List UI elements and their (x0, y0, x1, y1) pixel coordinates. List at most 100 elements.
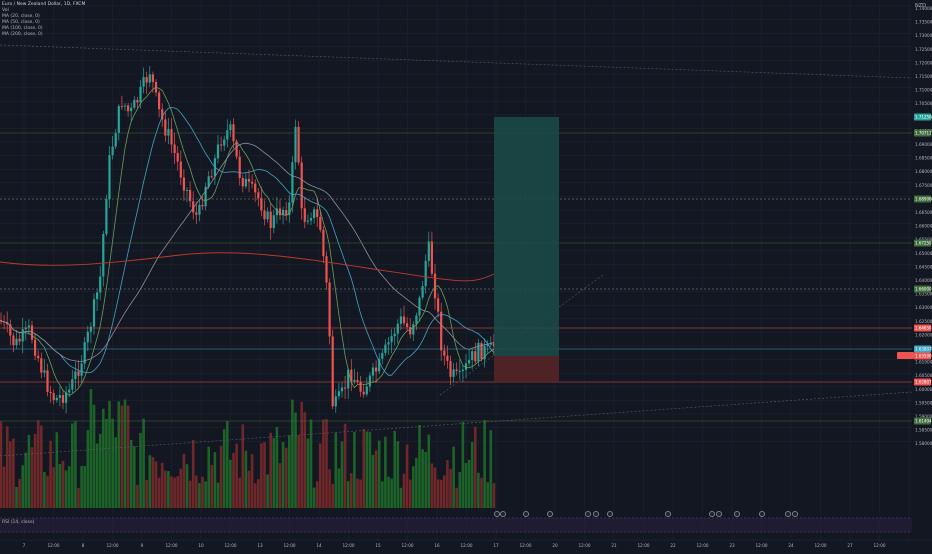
volume-bar (489, 430, 493, 508)
candle-body (468, 359, 471, 364)
candle-body (216, 144, 220, 159)
candle-body (427, 241, 430, 261)
ma200-indicator-label[interactable]: MA (200, close, 0) (2, 32, 43, 37)
time-axis-label: 12:00 (283, 543, 295, 548)
candle-body (254, 183, 257, 193)
volume-bar (452, 446, 455, 508)
volume-bar (467, 459, 471, 508)
volume-bar (331, 483, 334, 508)
price-badge (914, 345, 931, 353)
time-axis-label: 12:00 (342, 543, 354, 548)
volume-bar (9, 441, 12, 508)
ma50-line (0, 107, 495, 376)
volume-bar (303, 412, 307, 508)
volume-bar (24, 452, 28, 508)
candle-body (65, 392, 68, 403)
candle-body (61, 395, 65, 403)
symbol-title[interactable]: Euro / New Zealand Dollar, 1D, FXCM (2, 2, 86, 7)
candle-body (117, 106, 120, 133)
economic-event-icon (494, 511, 500, 517)
candle-body (201, 204, 204, 207)
volume-bar (350, 473, 353, 508)
candle-body (402, 316, 406, 324)
candle-body (192, 201, 195, 213)
time-axis-label: 12:00 (47, 543, 59, 548)
volume-bar (173, 477, 176, 508)
volume-bar (83, 465, 86, 508)
time-axis-label: 22 (670, 543, 676, 548)
time-axis-label: 12:00 (873, 543, 885, 548)
candle-body (393, 333, 396, 337)
trendline-upper (0, 44, 913, 79)
candle-body (244, 178, 247, 187)
candle-body (303, 208, 306, 222)
ma100-indicator-label[interactable]: MA (100, close, 0) (2, 26, 43, 31)
volume-bar (449, 469, 452, 508)
volume-bar (142, 418, 145, 508)
volume-bar (226, 421, 229, 508)
volume-bar (272, 438, 276, 508)
volume-bar (64, 470, 68, 508)
volume-indicator-label[interactable]: Vol (2, 8, 9, 13)
candle-body (142, 77, 145, 87)
candle-body (278, 208, 282, 216)
candle-body (477, 342, 480, 362)
chart-legend: Euro / New Zealand Dollar, 1D, FXCM Vol … (2, 2, 85, 38)
candle-body (291, 162, 294, 203)
economic-event-icon (709, 511, 715, 517)
candle-body (362, 391, 365, 395)
candle-body (15, 338, 18, 346)
time-axis-label: 20 (552, 543, 558, 548)
volume-bar (157, 477, 161, 508)
time-axis-label: 12:00 (165, 543, 177, 548)
candle-body (151, 74, 154, 82)
volume-bar (278, 463, 282, 508)
ma50-indicator-label[interactable]: MA (50, close, 0) (2, 20, 40, 25)
candle-body (89, 326, 92, 332)
time-axis-label: 15 (375, 543, 381, 548)
candle-body (251, 181, 254, 184)
volume-bar (67, 466, 71, 508)
candle-body (489, 343, 492, 345)
volume-bar (129, 439, 133, 508)
volume-bar (253, 483, 257, 508)
candle-body (86, 331, 89, 343)
volume-bar (210, 465, 214, 508)
rsi-indicator-label[interactable]: RSI (14, close) (2, 520, 35, 525)
volume-bar (483, 419, 486, 508)
price-axis-tick: 1.59000 (915, 414, 932, 419)
candle-body (6, 322, 9, 325)
volume-bar (405, 444, 409, 508)
volume-bar (346, 481, 350, 508)
candle-body (68, 389, 71, 393)
candle-body (257, 192, 260, 199)
candle-body (30, 325, 34, 340)
candle-body (198, 204, 201, 215)
volume-bar (393, 430, 396, 508)
volume-bar (433, 467, 437, 508)
price-badge-label: 1.66000 (915, 287, 932, 292)
volume-bar (95, 443, 99, 508)
price-axis-tick: 1.67500 (915, 183, 932, 188)
economic-event-icon (716, 511, 722, 517)
volume-bar (436, 479, 440, 508)
candle-body (120, 106, 123, 108)
volume-bar (368, 431, 372, 508)
price-axis-tick: 1.73000 (915, 33, 932, 38)
candle-body (108, 155, 111, 200)
candle-body (21, 329, 24, 342)
volume-bar (40, 425, 43, 508)
candle-body (486, 344, 489, 347)
volume-bar (337, 468, 341, 508)
currency-label[interactable]: NZD (914, 3, 926, 9)
candle-body (325, 256, 328, 283)
price-badge (914, 378, 931, 386)
volume-bar (204, 481, 207, 508)
candle-body (27, 325, 30, 328)
ma20-indicator-label[interactable]: MA (20, close, 0) (2, 14, 40, 19)
candle-body (204, 186, 207, 207)
time-axis-label: 10 (198, 543, 204, 548)
volume-bar (343, 423, 347, 508)
